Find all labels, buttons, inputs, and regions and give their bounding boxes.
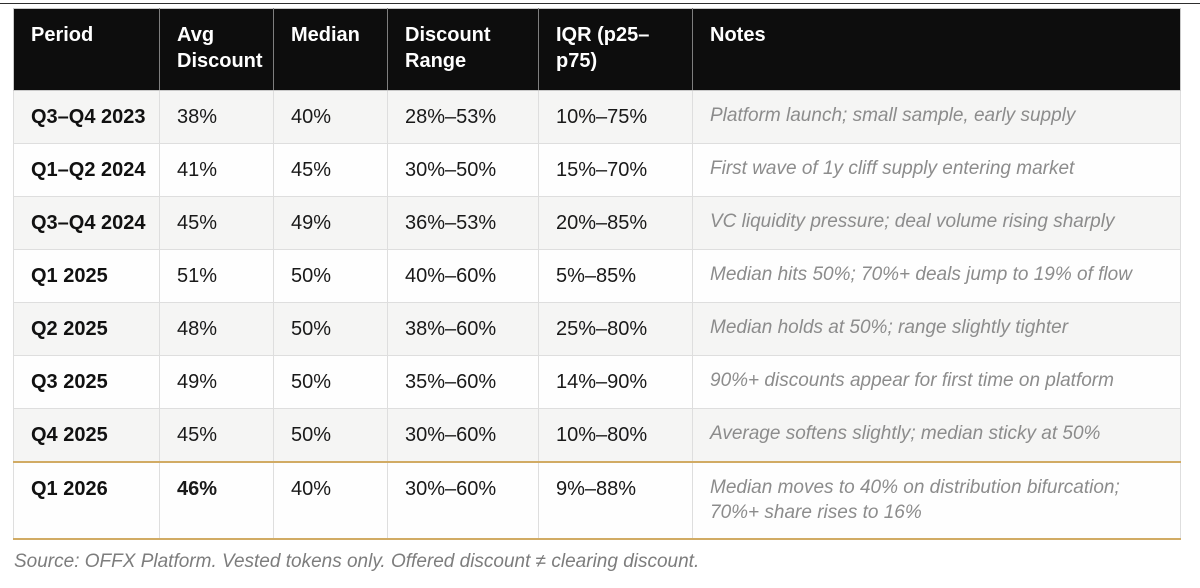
cell-period: Q3–Q4 2023 xyxy=(13,90,160,144)
table-row: Q2 2025 48% 50% 38%–60% 25%–80% Median holds … xyxy=(13,302,1181,356)
cell-avg-discount: 38% xyxy=(159,90,274,144)
cell-notes: Median moves to 40% on distribution bifu… xyxy=(692,460,1181,541)
cell-period: Q1 2025 xyxy=(13,249,160,303)
cell-avg-discount: 51% xyxy=(159,249,274,303)
cell-iqr: 20%–85% xyxy=(538,196,693,250)
cell-avg-discount: 49% xyxy=(159,355,274,409)
cell-avg-discount: 46% xyxy=(159,460,274,541)
table-row: Q1 2026 46% 40% 30%–60% 9%–88% Median moves t… xyxy=(13,460,1181,541)
table-header: Period Avg Discount Median Discount Range IQ… xyxy=(13,8,1181,91)
table-row: Q3–Q4 2023 38% 40% 28%–53% 10%–75% Platform l… xyxy=(13,90,1181,144)
column-header-6: Notes xyxy=(692,8,1181,91)
cell-iqr: 14%–90% xyxy=(538,355,693,409)
column-header-3: Median xyxy=(273,8,388,91)
table-row: Q4 2025 45% 50% 30%–60% 10%–80% Average softe… xyxy=(13,408,1181,463)
cell-avg-discount: 45% xyxy=(159,408,274,463)
cell-period: Q3–Q4 2024 xyxy=(13,196,160,250)
cell-avg-discount: 45% xyxy=(159,196,274,250)
column-header-4: Discount Range xyxy=(387,8,539,91)
discount-table-container: Period Avg Discount Median Discount Range IQ… xyxy=(13,8,1181,575)
discount-table: Period Avg Discount Median Discount Range IQ… xyxy=(13,8,1181,541)
cell-iqr: 5%–85% xyxy=(538,249,693,303)
cell-notes: First wave of 1y cliff supply entering m… xyxy=(692,143,1181,197)
column-header-2: Avg Discount xyxy=(159,8,274,91)
cell-avg-discount: 41% xyxy=(159,143,274,197)
table-row: Q3–Q4 2024 45% 49% 36%–53% 20%–85% VC liquidi… xyxy=(13,196,1181,250)
top-divider-line xyxy=(0,3,1200,4)
cell-discount-range: 30%–60% xyxy=(387,460,539,541)
cell-median: 49% xyxy=(273,196,388,250)
table-row: Q1–Q2 2024 41% 45% 30%–50% 15%–70% First wave… xyxy=(13,143,1181,197)
cell-iqr: 9%–88% xyxy=(538,460,693,541)
table-header-row: Period Avg Discount Median Discount Range IQ… xyxy=(13,8,1181,91)
cell-iqr: 10%–80% xyxy=(538,408,693,463)
cell-period: Q2 2025 xyxy=(13,302,160,356)
cell-median: 50% xyxy=(273,355,388,409)
cell-notes: Average softens slightly; median sticky … xyxy=(692,408,1181,463)
cell-notes: Median holds at 50%; range slightly tigh… xyxy=(692,302,1181,356)
cell-notes: Platform launch; small sample, early sup… xyxy=(692,90,1181,144)
cell-median: 40% xyxy=(273,460,388,541)
table-row: Q3 2025 49% 50% 35%–60% 14%–90% 90%+ discount… xyxy=(13,355,1181,409)
cell-median: 50% xyxy=(273,249,388,303)
cell-median: 40% xyxy=(273,90,388,144)
cell-iqr: 25%–80% xyxy=(538,302,693,356)
cell-median: 45% xyxy=(273,143,388,197)
cell-period: Q3 2025 xyxy=(13,355,160,409)
cell-notes: VC liquidity pressure; deal volume risin… xyxy=(692,196,1181,250)
cell-discount-range: 30%–50% xyxy=(387,143,539,197)
cell-discount-range: 30%–60% xyxy=(387,408,539,463)
cell-discount-range: 36%–53% xyxy=(387,196,539,250)
cell-period: Q4 2025 xyxy=(13,408,160,463)
cell-notes: 90%+ discounts appear for first time on … xyxy=(692,355,1181,409)
table-body: Q3–Q4 2023 38% 40% 28%–53% 10%–75% Platform l… xyxy=(13,90,1181,541)
column-header-1: Period xyxy=(13,8,160,91)
cell-notes: Median hits 50%; 70%+ deals jump to 19% … xyxy=(692,249,1181,303)
column-header-5: IQR (p25–p75) xyxy=(538,8,693,91)
cell-avg-discount: 48% xyxy=(159,302,274,356)
cell-discount-range: 28%–53% xyxy=(387,90,539,144)
cell-discount-range: 40%–60% xyxy=(387,249,539,303)
cell-discount-range: 38%–60% xyxy=(387,302,539,356)
cell-discount-range: 35%–60% xyxy=(387,355,539,409)
cell-period: Q1 2026 xyxy=(13,460,160,541)
cell-period: Q1–Q2 2024 xyxy=(13,143,160,197)
cell-iqr: 15%–70% xyxy=(538,143,693,197)
source-note: Source: OFFX Platform. Vested tokens onl… xyxy=(14,551,700,573)
cell-median: 50% xyxy=(273,408,388,463)
table-row: Q1 2025 51% 50% 40%–60% 5%–85% Median hits 50… xyxy=(13,249,1181,303)
cell-iqr: 10%–75% xyxy=(538,90,693,144)
cell-median: 50% xyxy=(273,302,388,356)
